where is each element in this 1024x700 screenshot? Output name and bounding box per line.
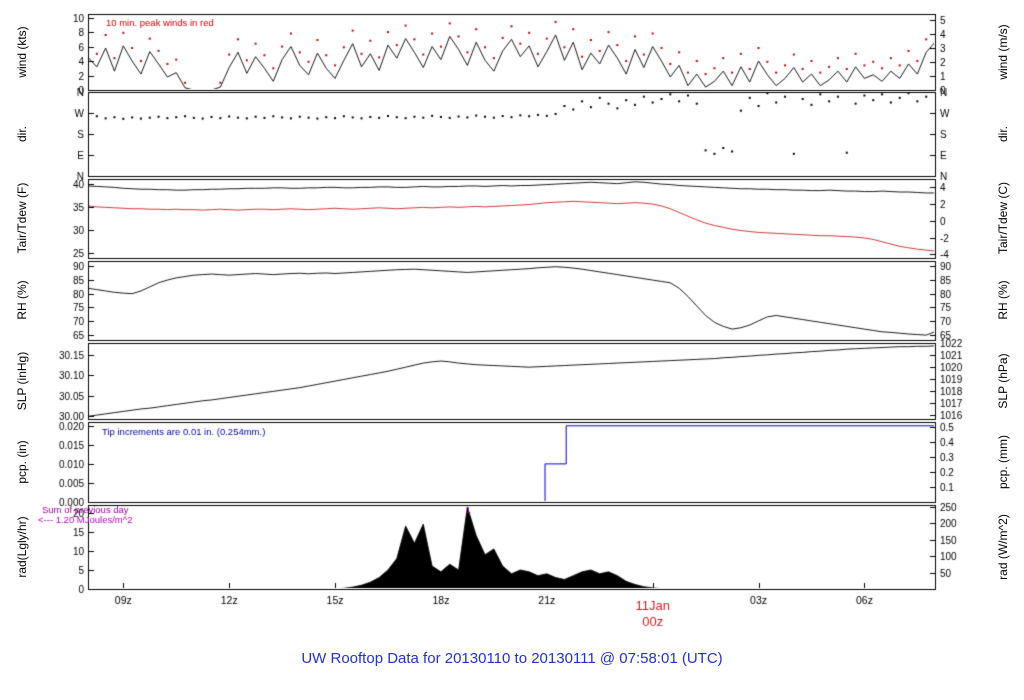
y-axis-label-temp-right: Tair/Tdew (C) <box>996 181 1010 255</box>
y-axis-label-dir-right: dir. <box>996 125 1010 143</box>
y-axis-label-rh-right: RH (%) <box>996 280 1010 320</box>
y-axis-label-rh-left: RH (%) <box>15 280 29 320</box>
meteogram-canvas <box>0 0 1024 645</box>
y-axis-label-pcp-right: pcp. (mm) <box>996 435 1010 489</box>
y-axis-label-dir-left: dir. <box>15 125 29 143</box>
y-axis-label-slp-right: SLP (hPa) <box>996 353 1010 409</box>
y-axis-label-rad-left: rad(Lgly/hr) <box>15 516 29 578</box>
y-axis-label-rad-right: rad (W/m^2) <box>996 514 1010 580</box>
y-axis-label-temp-left: Tair/Tdew (F) <box>15 182 29 254</box>
figure-title: UW Rooftop Data for 20130110 to 20130111… <box>301 650 723 667</box>
y-axis-label-wind-left: wind (kts) <box>15 26 29 78</box>
y-axis-label-pcp-left: pcp. (in) <box>15 440 29 484</box>
y-axis-label-wind-right: wind (m/s) <box>996 24 1010 80</box>
y-axis-label-slp-left: SLP (inHg) <box>15 351 29 411</box>
